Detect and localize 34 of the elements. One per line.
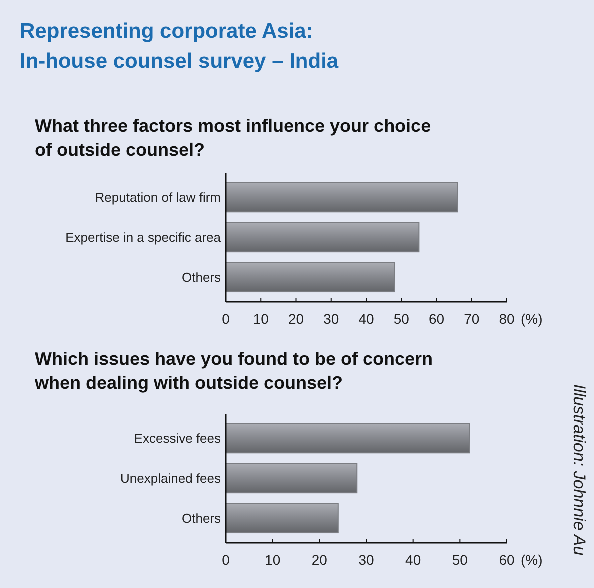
- y-tick-label: Others: [182, 270, 222, 285]
- chart-subtitle: What three factors most influence your choice of outside counsel?: [35, 116, 432, 160]
- x-tick-label: 20: [312, 552, 328, 568]
- y-tick-label: Others: [182, 510, 222, 526]
- y-tick-label: Excessive fees: [134, 431, 222, 446]
- bar: [226, 503, 339, 534]
- bar: [226, 423, 470, 454]
- x-tick-label: 10: [265, 552, 281, 568]
- chart-title: Which issues have you found to be of concern when dealing with outside counsel?: [34, 349, 434, 393]
- x-tick-label: 70: [464, 311, 480, 327]
- bar: [226, 262, 396, 293]
- chart-title: Representing corporate Asia: In-house counsel survey – India: [20, 20, 339, 73]
- x-tick-label: 0: [222, 311, 230, 327]
- x-tick-label: 30: [358, 552, 374, 568]
- x-tick-label: 50: [394, 311, 410, 327]
- y-tick-label: Expertise in a specific area: [66, 230, 222, 246]
- x-tick-label: 0: [222, 552, 230, 568]
- x-tick-label: 30: [324, 311, 340, 327]
- x-tick-label: 80: [499, 311, 515, 327]
- x-tick-label: 20: [288, 311, 304, 327]
- x-tick-label: 60: [499, 552, 515, 568]
- bar: [226, 463, 358, 494]
- bar: [226, 222, 420, 253]
- y-tick-label: Unexplained fees: [120, 471, 222, 486]
- x-tick-label: 60: [428, 311, 445, 327]
- x-tick-label: 10: [253, 311, 270, 327]
- text: Illustration: Johnnie Au: [570, 384, 589, 556]
- x-axis-title: (%): [521, 552, 543, 568]
- x-tick-label: 50: [452, 552, 468, 568]
- x-tick-label: 40: [406, 552, 422, 568]
- bar: [226, 182, 458, 213]
- x-axis-title: (%): [521, 311, 543, 327]
- y-tick-label: Reputation of law firm: [95, 190, 221, 206]
- x-tick-label: 40: [358, 311, 374, 327]
